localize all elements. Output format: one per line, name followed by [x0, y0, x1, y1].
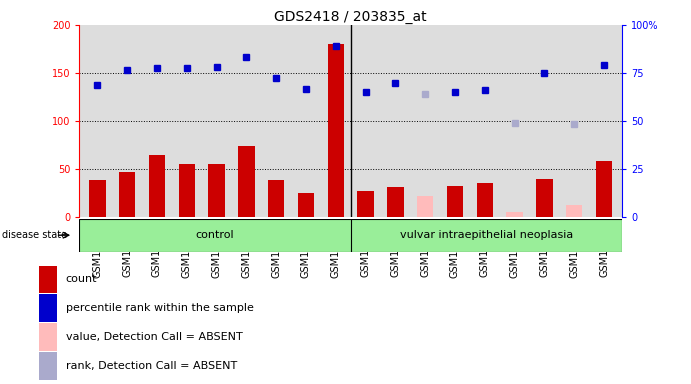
- Bar: [39, 352, 57, 379]
- Bar: [119, 172, 135, 217]
- Bar: [328, 44, 344, 217]
- Bar: [387, 187, 404, 217]
- Bar: [507, 212, 523, 217]
- Bar: [536, 179, 553, 217]
- Bar: [477, 184, 493, 217]
- Bar: [89, 180, 106, 217]
- Text: disease state: disease state: [1, 230, 67, 240]
- Bar: [298, 193, 314, 217]
- Title: GDS2418 / 203835_at: GDS2418 / 203835_at: [274, 10, 427, 24]
- Text: percentile rank within the sample: percentile rank within the sample: [66, 303, 254, 313]
- Bar: [447, 186, 463, 217]
- Bar: [39, 266, 57, 293]
- Bar: [39, 295, 57, 322]
- Bar: [596, 161, 612, 217]
- Bar: [357, 191, 374, 217]
- Bar: [268, 180, 285, 217]
- Bar: [417, 196, 433, 217]
- Bar: [178, 164, 195, 217]
- Bar: [149, 155, 165, 217]
- Bar: [238, 146, 254, 217]
- Text: value, Detection Call = ABSENT: value, Detection Call = ABSENT: [66, 332, 243, 342]
- Text: rank, Detection Call = ABSENT: rank, Detection Call = ABSENT: [66, 361, 237, 371]
- Bar: [566, 205, 583, 217]
- Text: vulvar intraepithelial neoplasia: vulvar intraepithelial neoplasia: [399, 230, 573, 240]
- Text: count: count: [66, 274, 97, 285]
- Text: control: control: [196, 230, 234, 240]
- Bar: [39, 323, 57, 351]
- Bar: [209, 164, 225, 217]
